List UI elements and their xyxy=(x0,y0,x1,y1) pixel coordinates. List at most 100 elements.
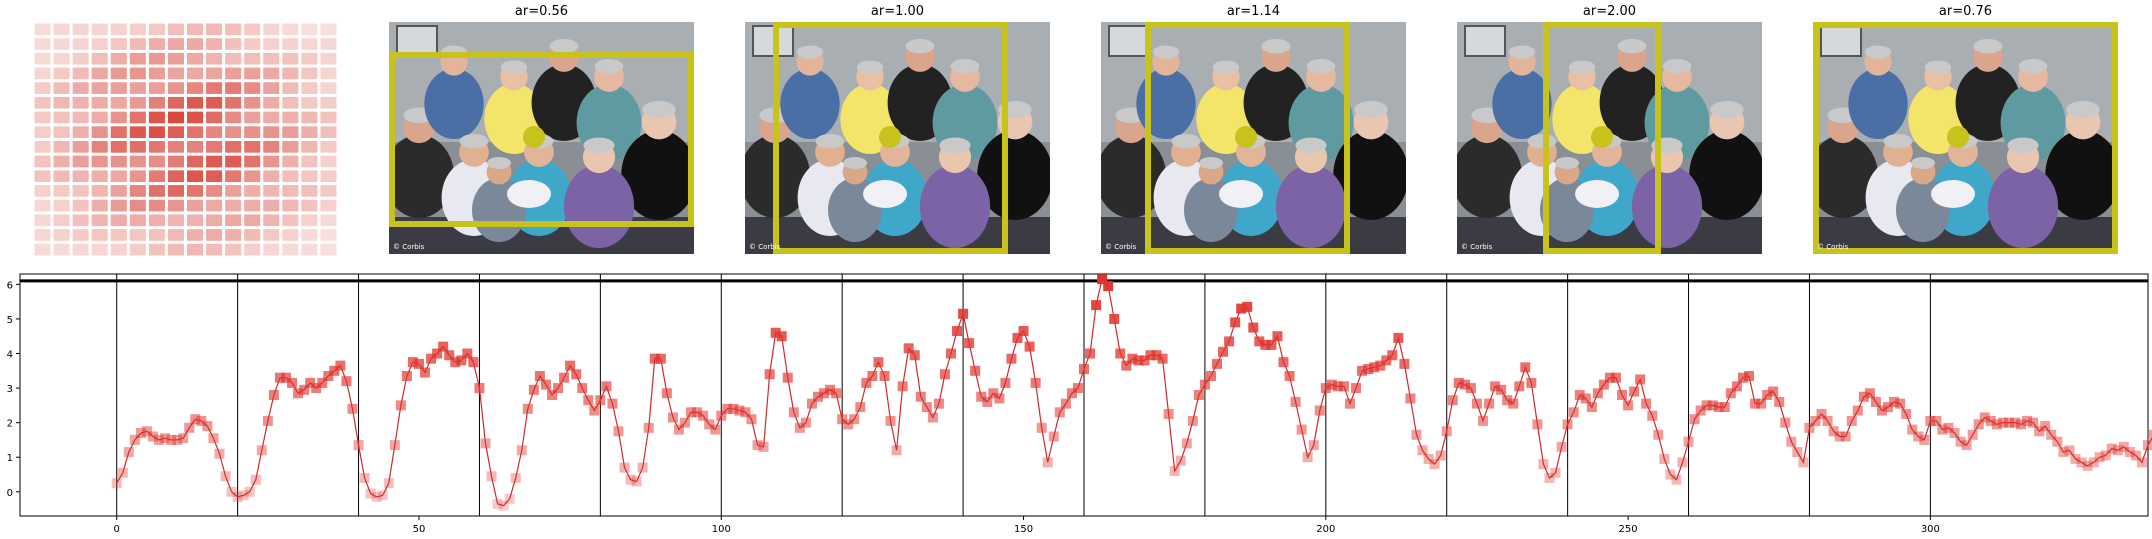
data-point xyxy=(1218,346,1229,357)
heatmap-cell xyxy=(187,126,204,138)
data-point xyxy=(1580,393,1591,404)
data-point xyxy=(946,348,956,359)
heatmap-cell xyxy=(244,82,261,94)
heatmap-cell xyxy=(148,67,165,80)
data-point xyxy=(831,388,842,399)
data-point xyxy=(2040,421,2051,432)
data-point xyxy=(1423,453,1434,464)
photo-watermark: © Corbis xyxy=(393,243,425,251)
heatmap-cell xyxy=(148,170,165,183)
heatmap-cell xyxy=(225,199,242,212)
data-point xyxy=(1411,429,1422,440)
heatmap-cell xyxy=(91,243,108,256)
heatmap-cell xyxy=(301,185,318,197)
data-point xyxy=(939,369,950,380)
heatmap-cell xyxy=(320,96,337,109)
data-point xyxy=(1568,407,1579,418)
heatmap-cell xyxy=(72,67,89,80)
heatmap-cell xyxy=(301,199,318,212)
heatmap-cell xyxy=(167,170,184,183)
data-point xyxy=(1066,388,1077,399)
data-point xyxy=(1399,358,1410,369)
heatmap-cell xyxy=(263,82,280,94)
data-point xyxy=(148,431,158,442)
heatmap-cell xyxy=(282,229,299,241)
y-tick-label: 5 xyxy=(7,315,13,326)
data-point xyxy=(819,388,830,399)
data-point xyxy=(927,412,938,423)
heatmap-cell xyxy=(167,96,184,109)
data-point xyxy=(2064,445,2075,456)
heatmap-cell xyxy=(206,67,223,80)
heatmap-cell xyxy=(167,141,184,153)
x-tick-label: 50 xyxy=(413,524,426,535)
heatmap-cell xyxy=(244,170,261,183)
heatmap-cell xyxy=(72,141,89,153)
data-point xyxy=(516,445,527,456)
data-point xyxy=(1357,365,1368,376)
heatmap-cell xyxy=(148,23,165,36)
data-point xyxy=(1991,419,2002,430)
data-point xyxy=(1804,422,1815,433)
photo-watermark: © Corbis xyxy=(1817,243,1849,251)
heatmap-cell xyxy=(129,170,146,183)
heatmap-cell xyxy=(187,82,204,94)
data-point xyxy=(740,407,751,418)
data-point xyxy=(782,372,793,383)
data-point xyxy=(698,410,709,421)
heatmap-cell xyxy=(34,96,51,109)
data-point xyxy=(607,398,618,409)
heatmap-cell xyxy=(34,126,51,138)
data-point xyxy=(921,402,932,413)
heatmap-cell xyxy=(244,229,261,241)
heatmap-cell xyxy=(320,111,337,124)
data-point xyxy=(1949,428,1960,439)
data-point xyxy=(160,433,171,444)
heatmap-cell xyxy=(129,96,146,109)
data-point xyxy=(522,403,533,414)
data-point xyxy=(1822,415,1833,426)
heatmap-cell xyxy=(148,185,165,197)
heatmap-cell xyxy=(301,155,318,168)
data-point xyxy=(837,414,848,425)
data-point xyxy=(1689,414,1700,425)
data-point xyxy=(1731,381,1742,392)
data-point xyxy=(1671,474,1682,485)
heatmap-cell xyxy=(72,243,89,256)
heatmap-cell xyxy=(206,243,223,256)
line-chart: 0 50 100 150 200 250 300 0 1 2 3 4 5 6 xyxy=(7,273,2152,535)
heatmap-cell xyxy=(244,111,261,124)
crop-box xyxy=(389,52,694,227)
data-point xyxy=(2022,415,2033,426)
data-point xyxy=(1490,381,1501,392)
heatmap-cell xyxy=(301,23,318,36)
photo-thumbnail: © Corbis xyxy=(1813,22,2118,254)
data-point xyxy=(1169,466,1180,477)
heatmap-cell xyxy=(167,199,184,212)
heatmap-cell xyxy=(320,185,337,197)
data-point xyxy=(141,426,152,437)
heatmap-cell xyxy=(34,199,51,212)
data-point xyxy=(952,326,963,337)
heatmap-cell xyxy=(72,170,89,183)
data-point xyxy=(1913,431,1924,442)
data-point xyxy=(1502,395,1513,406)
heatmap-cell xyxy=(34,67,51,80)
data-point xyxy=(1351,383,1362,394)
heatmap-cell xyxy=(206,38,223,50)
data-point xyxy=(1768,386,1779,397)
data-point xyxy=(1955,436,1966,447)
heatmap-cell xyxy=(206,82,223,94)
photo-watermark: © Corbis xyxy=(1461,243,1493,251)
data-point xyxy=(111,478,122,489)
heatmap-cell xyxy=(206,111,223,124)
data-point xyxy=(1508,398,1519,409)
data-point xyxy=(1109,313,1120,324)
data-point xyxy=(958,308,969,319)
heatmap-cell xyxy=(225,155,242,168)
data-point xyxy=(1435,450,1446,461)
data-point xyxy=(982,396,993,407)
heatmap-cell xyxy=(91,82,108,94)
data-point xyxy=(976,391,987,402)
heatmap-cell xyxy=(72,155,89,168)
